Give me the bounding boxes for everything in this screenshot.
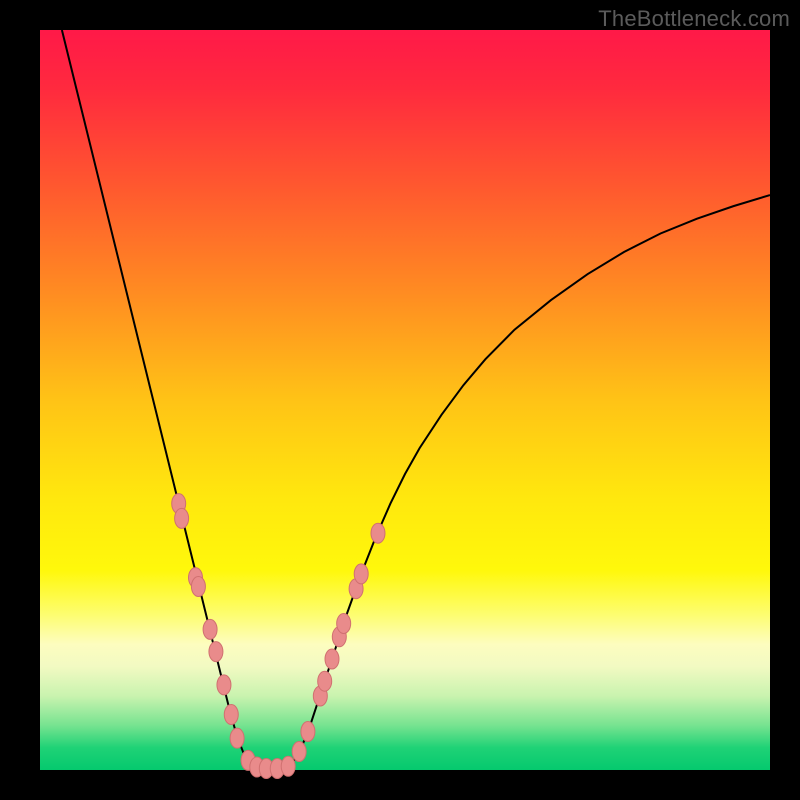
data-marker xyxy=(217,675,231,695)
bottleneck-chart xyxy=(0,0,800,800)
data-marker xyxy=(230,728,244,748)
data-marker xyxy=(224,705,238,725)
data-marker xyxy=(301,722,315,742)
data-marker xyxy=(191,576,205,596)
data-marker xyxy=(203,619,217,639)
data-marker xyxy=(337,613,351,633)
data-marker xyxy=(318,671,332,691)
data-marker xyxy=(325,649,339,669)
watermark-text: TheBottleneck.com xyxy=(598,6,790,32)
plot-background xyxy=(40,30,770,770)
data-marker xyxy=(281,756,295,776)
data-marker xyxy=(371,523,385,543)
data-marker xyxy=(175,508,189,528)
data-marker xyxy=(354,564,368,584)
data-marker xyxy=(292,742,306,762)
data-marker xyxy=(209,642,223,662)
